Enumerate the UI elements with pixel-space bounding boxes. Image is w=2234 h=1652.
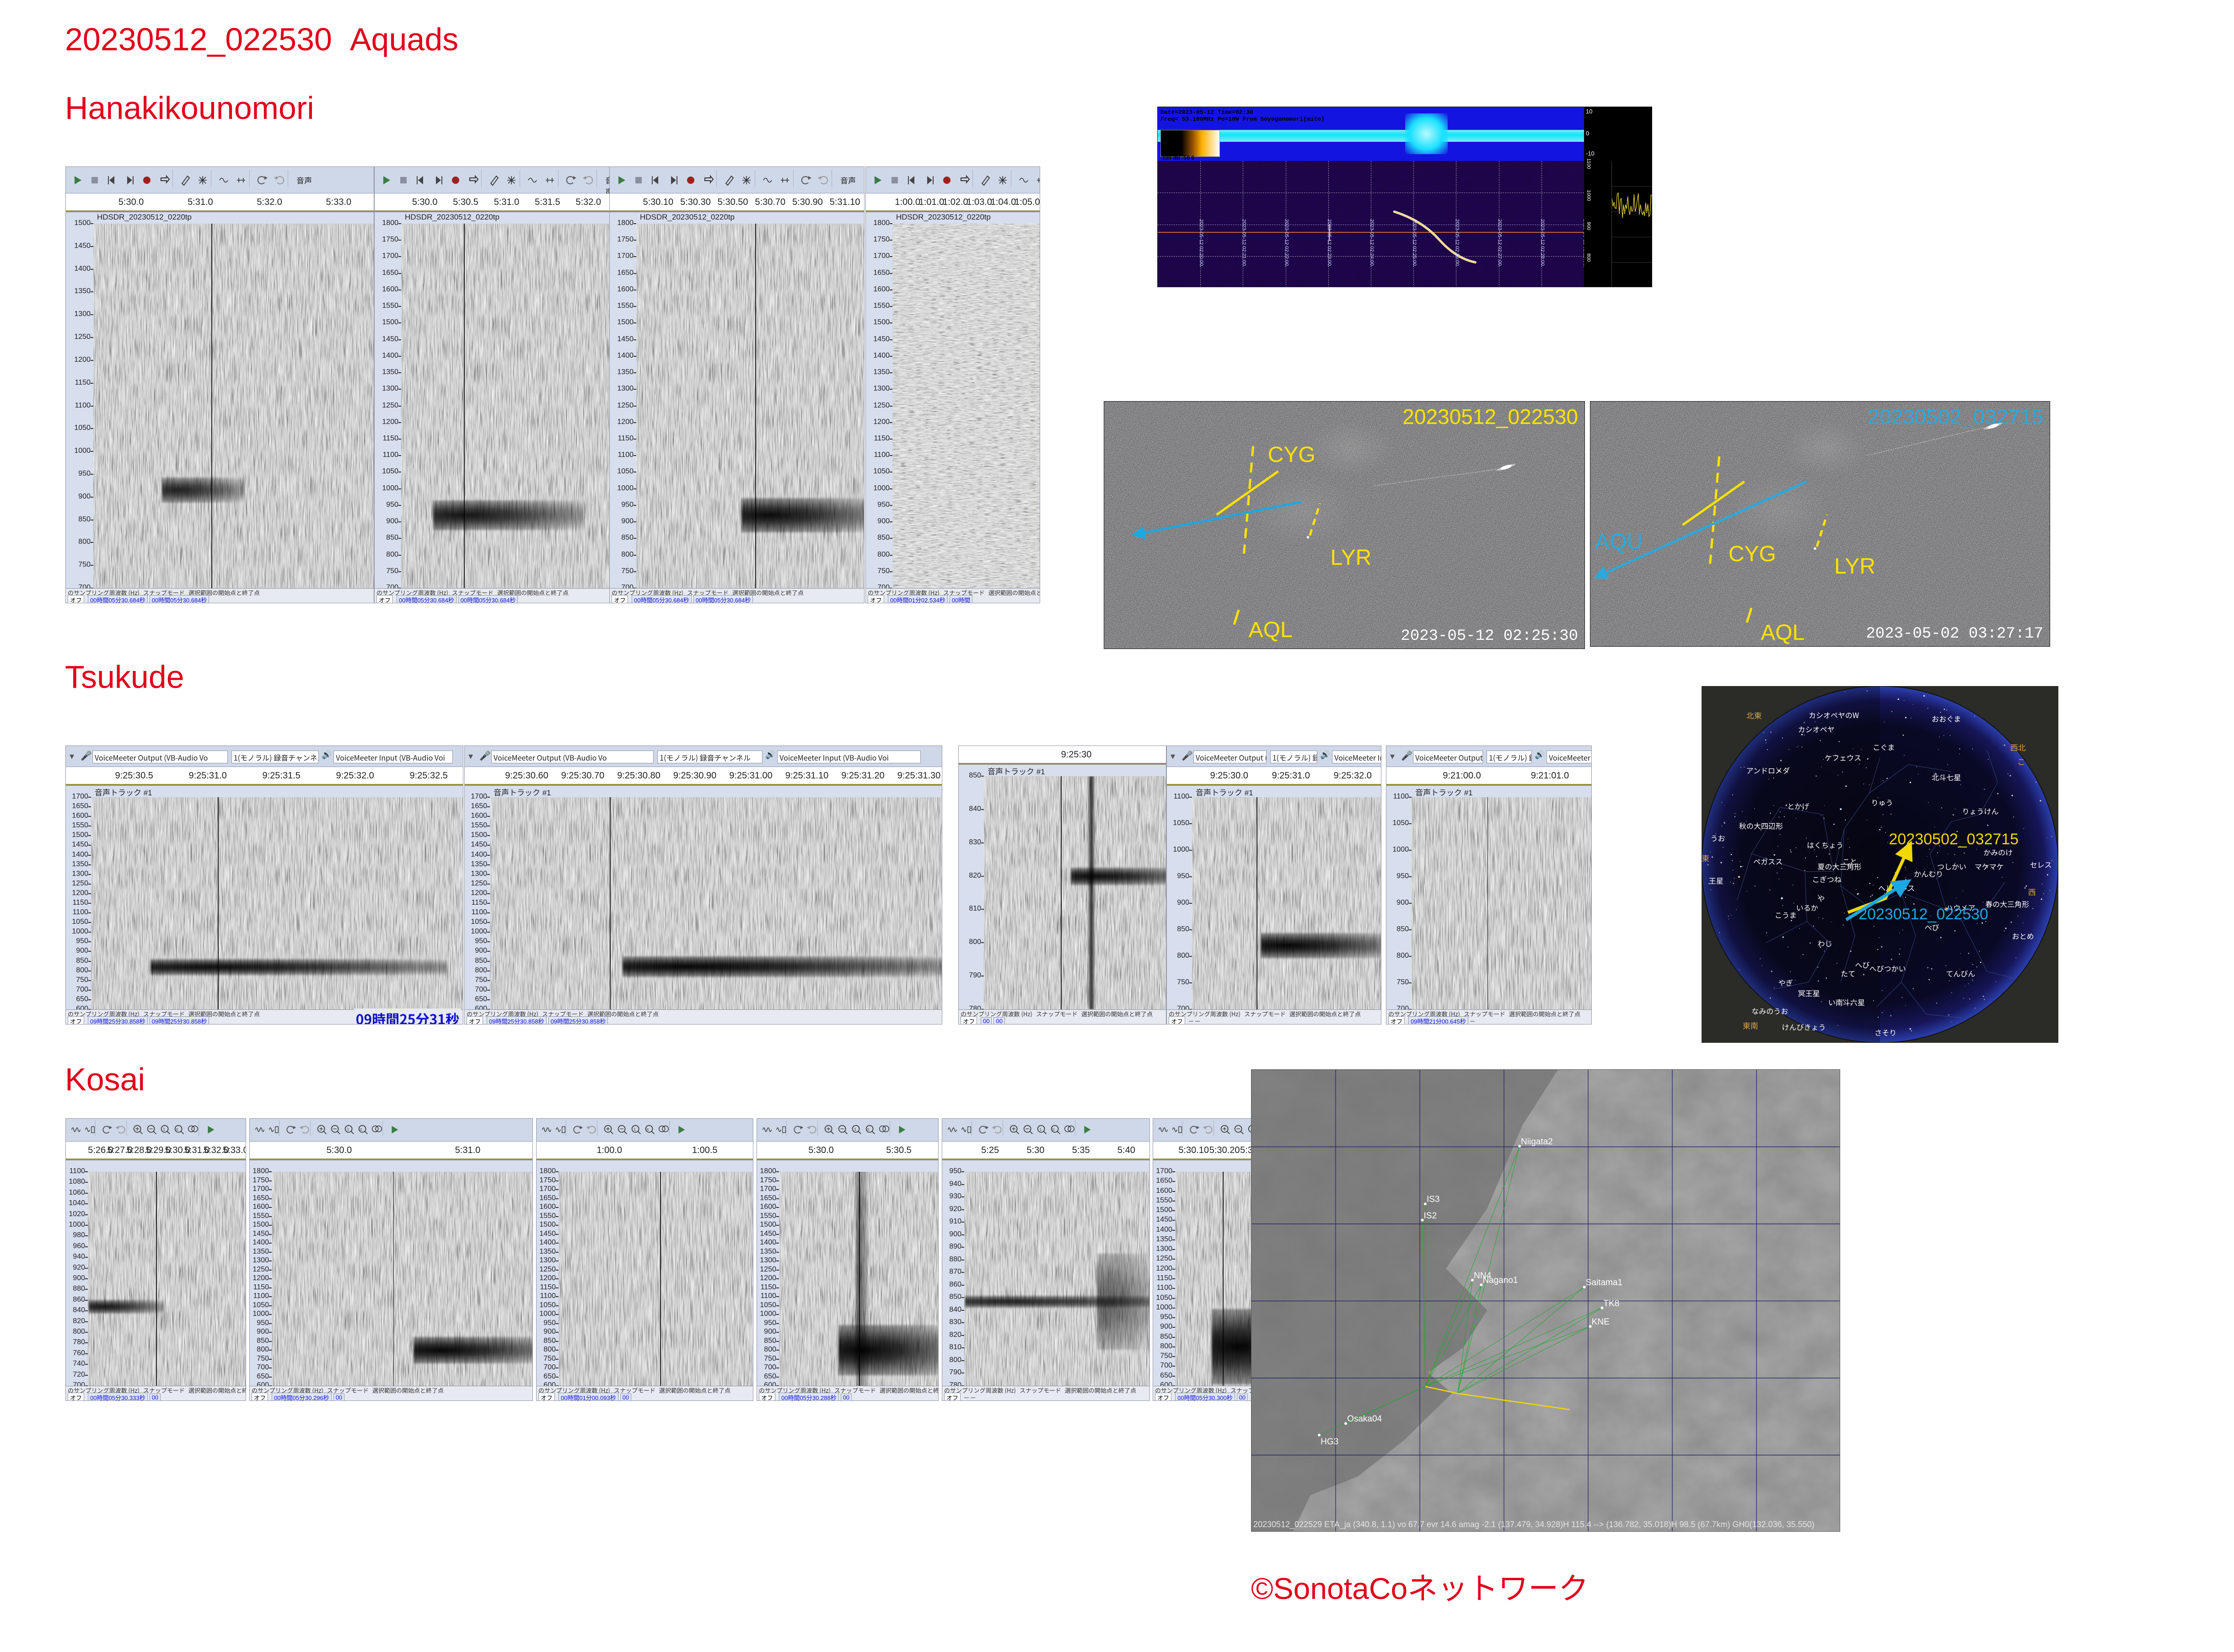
- svg-text:S: S: [1053, 1127, 1055, 1132]
- svg-text:1: 1: [854, 1127, 856, 1132]
- svg-text:S: S: [647, 1127, 649, 1132]
- svg-text:S: S: [360, 1127, 362, 1132]
- svg-text:1: 1: [347, 1127, 349, 1132]
- svg-text:S: S: [176, 1127, 178, 1132]
- svg-text:1: 1: [1039, 1127, 1042, 1132]
- svg-text:S: S: [867, 1127, 870, 1132]
- svg-text:1: 1: [163, 1127, 165, 1132]
- svg-text:1: 1: [634, 1127, 636, 1132]
